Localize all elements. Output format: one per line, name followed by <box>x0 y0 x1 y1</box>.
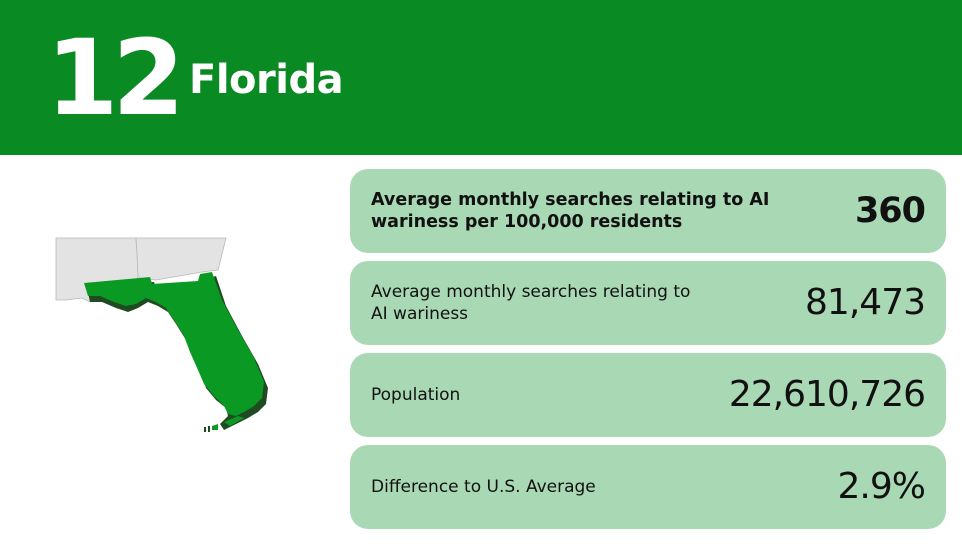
stat-value: 81,473 <box>805 282 926 323</box>
stat-value: 22,610,726 <box>728 374 926 415</box>
stat-label: Difference to U.S. Average <box>371 477 596 497</box>
florida-shape <box>84 272 264 416</box>
stats-cards: Average monthly searches relating to AI … <box>350 169 946 537</box>
stat-card-population: Population 22,610,726 <box>350 353 946 437</box>
florida-keys <box>212 416 244 430</box>
stat-value: 2.9% <box>837 466 926 507</box>
florida-map-icon <box>55 237 268 432</box>
rank-number: 12 <box>46 17 185 139</box>
stat-label: Average monthly searches relating to AI … <box>371 190 770 232</box>
header-banner: 12 Florida <box>0 0 962 155</box>
stat-value: 360 <box>854 191 926 231</box>
stat-card-monthly-searches: Average monthly searches relating to AI … <box>350 261 946 345</box>
stat-card-searches-per-100k: Average monthly searches relating to AI … <box>350 169 946 253</box>
georgia-shape <box>135 237 227 281</box>
state-name: Florida <box>189 57 344 103</box>
stat-card-difference-to-us-average: Difference to U.S. Average 2.9% <box>350 445 946 529</box>
stat-label: Average monthly searches relating to AI … <box>371 282 691 324</box>
stat-label: Population <box>371 385 461 405</box>
